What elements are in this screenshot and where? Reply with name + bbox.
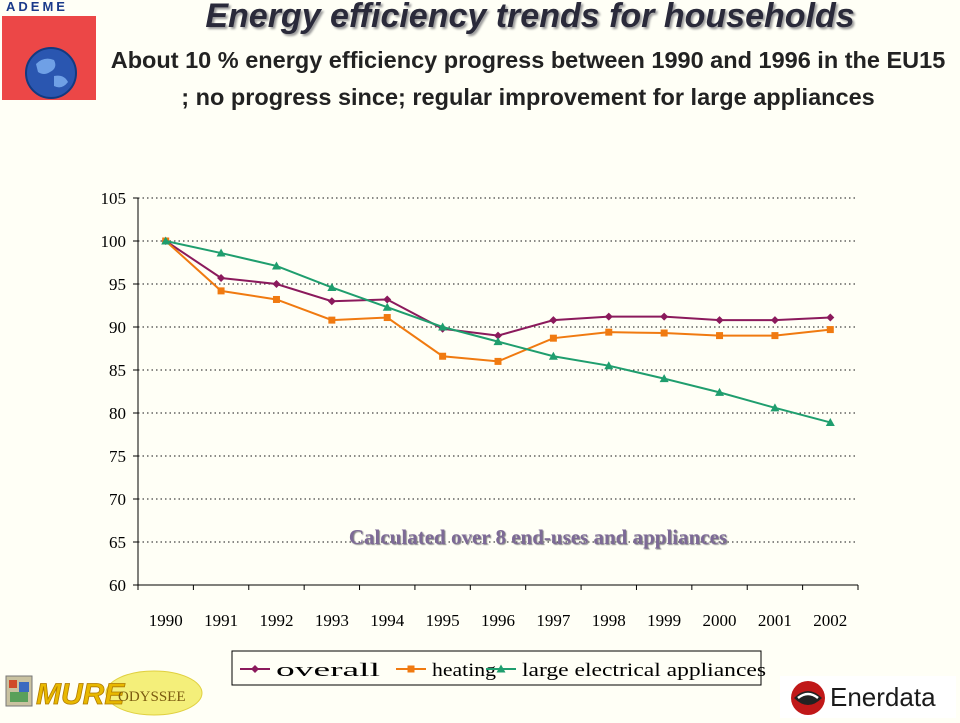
x-tick-label: 1993 [315, 611, 349, 630]
series-line-overall [165, 240, 831, 337]
y-tick-label: 95 [109, 275, 126, 294]
page-subtitle: About 10 % energy efficiency progress be… [110, 47, 946, 110]
ademe-logo: ADEME [0, 0, 98, 100]
y-tick-label: 100 [101, 232, 127, 251]
x-tick-label: 1990 [149, 611, 183, 630]
ademe-logo-text: ADEME [6, 0, 68, 14]
data-point-large-electrical-appliances [438, 322, 448, 331]
data-point-heating [660, 329, 668, 337]
x-tick-label: 1999 [647, 611, 681, 630]
y-tick-label: 65 [109, 533, 126, 552]
legend-marker-heating [407, 665, 415, 673]
data-point-large-electrical-appliances [604, 361, 614, 370]
data-point-heating [328, 316, 336, 324]
y-tick-label: 85 [109, 361, 126, 380]
data-point-large-electrical-appliances [271, 261, 281, 270]
enerdata-logo-text: Enerdata [830, 682, 936, 712]
data-point-heating [549, 334, 557, 342]
page-title: Energy efficiency trends for households [205, 0, 855, 35]
data-point-overall [327, 297, 336, 306]
legend: overall heating large electrical appliance… [231, 650, 766, 686]
data-point-overall [715, 316, 724, 325]
x-tick-label: 1991 [204, 611, 238, 630]
enerdata-logo: Enerdata [780, 676, 956, 718]
legend-marker-large-electrical-appliances [496, 664, 506, 673]
data-point-large-electrical-appliances [825, 417, 835, 426]
x-tick-label: 2002 [813, 611, 847, 630]
y-tick-label: 75 [109, 447, 126, 466]
data-point-overall [272, 280, 281, 288]
data-point-heating [383, 314, 391, 322]
data-point-large-electrical-appliances [216, 248, 226, 257]
data-point-heating [605, 328, 613, 336]
data-point-overall [549, 316, 558, 325]
data-point-heating [494, 357, 502, 365]
data-point-overall [660, 312, 669, 321]
data-point-overall [494, 331, 502, 340]
data-point-overall [770, 316, 779, 325]
legend-label-large-electrical-appliances: large electrical appliances [522, 660, 766, 681]
data-point-heating [272, 295, 280, 303]
data-point-heating [826, 326, 834, 334]
x-tick-label: 1996 [481, 611, 515, 630]
data-point-large-electrical-appliances [493, 337, 503, 346]
y-tick-label: 90 [109, 318, 126, 337]
data-point-large-electrical-appliances [161, 236, 171, 245]
x-tick-label: 1997 [536, 611, 571, 630]
data-point-large-electrical-appliances [715, 387, 725, 396]
legend-marker-overall [251, 665, 259, 673]
data-point-overall [217, 273, 226, 282]
data-point-overall [826, 313, 835, 322]
globe-icon [25, 47, 77, 99]
data-point-large-electrical-appliances [382, 302, 392, 311]
x-tick-label: 1992 [259, 611, 293, 630]
y-tick-label: 60 [109, 576, 126, 595]
enerdata-icon [791, 681, 825, 715]
mure-odyssee-logo: MURE ODYSSEE [4, 668, 204, 718]
data-point-large-electrical-appliances [548, 351, 558, 360]
legend-label-heating: heating [432, 660, 497, 681]
x-tick-label: 1998 [592, 611, 626, 630]
x-tick-label: 1994 [370, 611, 405, 630]
data-point-large-electrical-appliances [770, 403, 780, 412]
y-tick-label: 70 [109, 490, 126, 509]
legend-label-overall: overall [276, 660, 380, 681]
odyssee-logo-text: ODYSSEE [118, 689, 186, 705]
data-point-overall [383, 295, 392, 304]
x-tick-label: 1995 [426, 611, 460, 630]
data-point-heating [771, 332, 779, 340]
data-point-large-electrical-appliances [659, 374, 669, 383]
mure-odyssee-logo-graphic: MURE ODYSSEE [5, 670, 203, 716]
y-tick-label: 105 [101, 189, 127, 208]
mure-logo-text: MURE [36, 678, 125, 711]
x-tick-label: 2001 [758, 611, 792, 630]
ademe-logo-panel [2, 16, 96, 100]
data-point-heating [217, 287, 225, 295]
data-point-large-electrical-appliances [327, 282, 337, 291]
data-point-heating [439, 352, 447, 360]
y-tick-label: 80 [109, 404, 126, 423]
data-point-heating [716, 332, 724, 340]
chart-annotation: Calculated over 8 end-uses and appliance… [349, 525, 727, 549]
data-point-overall [604, 312, 613, 321]
x-tick-label: 2000 [703, 611, 737, 630]
